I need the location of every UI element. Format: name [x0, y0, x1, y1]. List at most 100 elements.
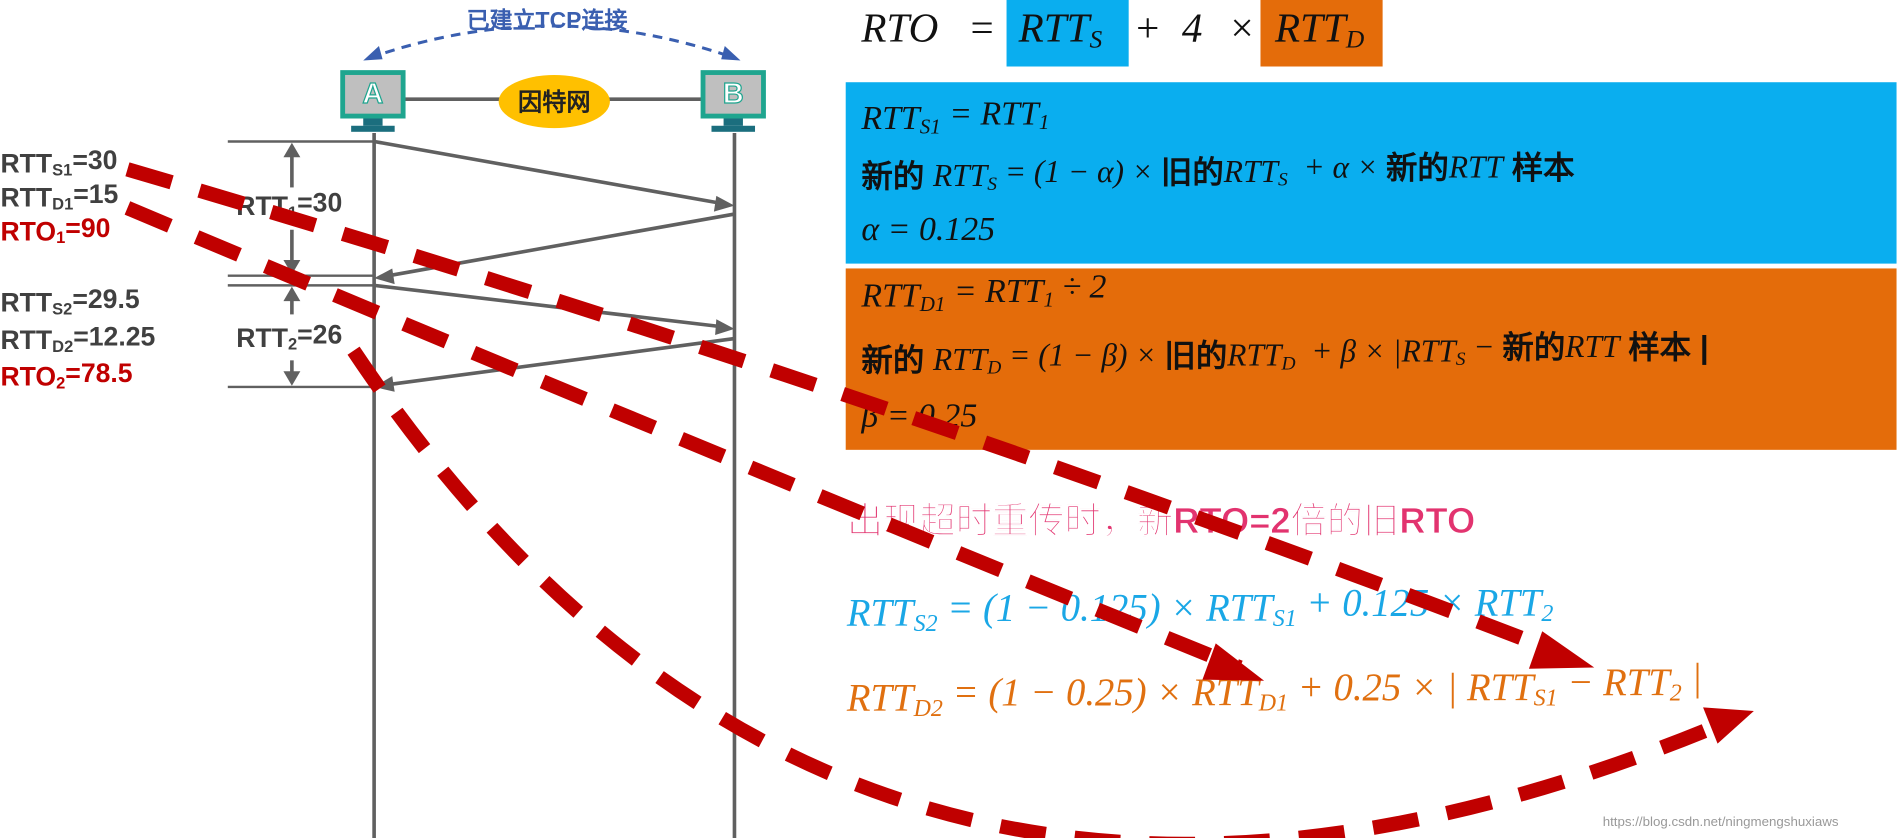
text-run: RTT [236, 323, 288, 353]
text-run: | [1682, 657, 1702, 699]
text-run: RTT [1223, 154, 1281, 189]
segment [373, 139, 721, 205]
panel-line: RTTS1 = RTT1 [860, 95, 1049, 138]
left-label: RTTS1=30 [0, 145, 117, 180]
host-a: A [340, 70, 406, 132]
text-run: ÷ 2 [1054, 268, 1106, 305]
arrow-head [721, 45, 741, 61]
left-label: RTTS2=29.5 [0, 284, 139, 319]
rto-formula: RTO = RTTS +4 × RTTD [860, 5, 1364, 53]
text-run: RTT [1602, 662, 1672, 704]
panel-line: α = 0.125 [861, 211, 995, 248]
text-run: RTT [980, 95, 1041, 132]
subscript: D1 [919, 292, 946, 316]
host-stand [723, 118, 743, 126]
text-run: RTO [0, 362, 56, 392]
rtts2-formula: RTTS2 = (1 − 0.125) × RTTS1 + 0.125 × RT… [846, 582, 1553, 636]
subscript: 1 [1044, 287, 1055, 311]
host-box [340, 70, 406, 119]
subscript: S [1278, 170, 1288, 191]
text-run: =26 [297, 319, 342, 349]
subscript: S1 [1534, 685, 1558, 711]
network-label: 因特网 [518, 89, 591, 116]
text-run: = (1 − α) × [997, 154, 1161, 189]
dashed-arrow [125, 162, 1563, 660]
subscript: D1 [52, 196, 73, 214]
left-label: RTTD2=12.25 [0, 322, 155, 357]
formula-token: 4 [1182, 5, 1203, 51]
segment [373, 283, 721, 329]
formula-token: RTTS [1018, 5, 1103, 53]
arrow-head [363, 45, 383, 61]
text-run: 4 [1182, 5, 1203, 51]
orange-panel [845, 268, 1897, 450]
text-run: 新的 [1502, 331, 1565, 366]
text-run: RTT [932, 342, 990, 377]
text-run: RTT [1205, 587, 1275, 629]
formula-token: + [1134, 5, 1162, 51]
text-run: 样本 [1503, 151, 1575, 186]
subscript: S [987, 174, 997, 195]
text-run: =29.5 [72, 284, 139, 314]
left-label: RTO1=90 [0, 213, 110, 248]
text-run: RTO [0, 216, 56, 246]
text-run: RTO [860, 5, 938, 51]
subscript: S [1089, 24, 1102, 53]
text-run: 样本 | [1619, 331, 1708, 366]
rtt-label: RTT2=26 [236, 319, 342, 354]
subscript: 2 [56, 375, 65, 393]
text-run: RTT [0, 288, 52, 318]
segment [388, 336, 735, 387]
text-run: =78.5 [65, 358, 132, 388]
text-run: RTT [984, 273, 1045, 310]
text-run: 新的 [861, 343, 933, 378]
connection-arc [368, 24, 735, 60]
formula-token: RTO [860, 5, 938, 51]
text-run: RTT [932, 158, 990, 193]
subscript: S2 [914, 611, 938, 637]
host-stand [363, 118, 383, 126]
subscript: S1 [920, 114, 941, 138]
host-b: B [700, 70, 766, 132]
text-run: + β × | [1296, 334, 1402, 369]
text-run: =30 [297, 187, 342, 217]
text-run: = [941, 95, 981, 132]
formula-token: = [968, 5, 996, 51]
text-run: + [1134, 5, 1162, 51]
text-run: − [1558, 662, 1603, 704]
subscript: D [1280, 354, 1295, 375]
subscript: D [1345, 24, 1365, 53]
text-run: RTT [860, 100, 921, 137]
rtt-label: RTT1=30 [236, 187, 342, 222]
connection-note: 已建立TCP连接 [467, 7, 628, 33]
text-run: RTT [1448, 150, 1506, 185]
formula-token: × [1228, 5, 1256, 51]
subscript: D2 [913, 695, 943, 721]
text-run: α = 0.125 [861, 211, 995, 248]
subscript: S2 [52, 301, 72, 319]
text-run: RTT [1466, 667, 1536, 709]
text-run: + α × [1288, 150, 1386, 185]
text-run: RTT [860, 277, 921, 314]
watermark: https://blog.csdn.net/ningmengshuxiaws [1603, 814, 1839, 829]
panel-line: 新的 RTTD = (1 − β) × 旧的RTTD + β × |RTTS −… [861, 329, 1708, 379]
text-run: RTT [1274, 5, 1349, 51]
text-run: 新的 [1386, 151, 1449, 186]
text-run: =30 [72, 145, 117, 175]
text-run: =15 [73, 179, 118, 209]
text-run: = (1 − β) × [1001, 338, 1164, 373]
text-run: RTT [0, 325, 52, 355]
subscript: 1 [56, 230, 65, 248]
text-run: 旧的 [1164, 339, 1227, 374]
subscript: 1 [1039, 110, 1050, 134]
text-run: RTT [846, 593, 916, 635]
subscript: D2 [52, 338, 73, 356]
panel-line: RTTD1 = RTT1 ÷ 2 [860, 268, 1106, 315]
panel-line: 新的 RTTS = (1 − α) × 旧的RTTS + α × 新的RTT 样… [861, 150, 1575, 195]
subscript: 2 [288, 336, 297, 354]
text-run: RTT [0, 183, 52, 213]
subscript: S1 [1273, 605, 1297, 631]
